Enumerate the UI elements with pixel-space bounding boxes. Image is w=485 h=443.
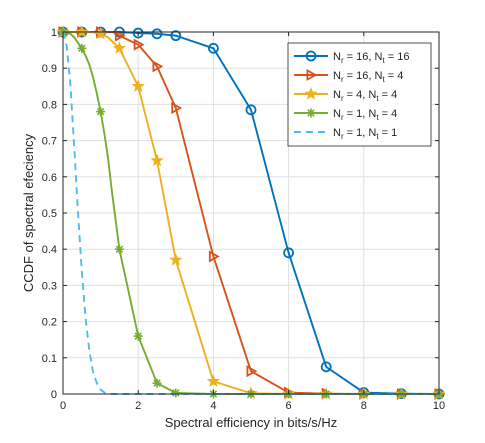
y-tick-label: 1 [51,27,57,39]
star-marker [169,253,183,266]
star-marker [131,79,145,92]
legend-label: Nr = 1, Nt = 1 [333,127,397,141]
legend-label: Nr = 16, Nt = 4 [333,70,403,84]
x-tick-label: 10 [433,400,445,412]
x-tick-label: 8 [361,400,367,412]
legend-label: Nr = 1, Nt = 4 [333,108,397,122]
circle-marker [207,42,219,54]
y-tick-label: 0.9 [42,63,57,75]
triangle-marker [246,365,258,378]
y-tick-label: 0.2 [42,317,57,329]
legend-item: Nr = 1, Nt = 1 [294,127,397,141]
triangle-marker [171,101,183,115]
y-tick-label: 0.1 [42,353,57,365]
legend-item: Nr = 16, Nt = 16 [294,50,409,65]
x-tick-label: 4 [210,400,216,412]
asterisk-marker [77,43,87,53]
circle-marker [320,361,332,373]
legend-item: Nr = 16, Nt = 4 [294,68,403,84]
y-tick-label: 0.8 [42,99,57,111]
triangle-marker [152,60,164,73]
legend-item: Nr = 4, Nt = 4 [294,87,397,103]
star-marker [206,374,221,387]
triangle-marker [306,68,318,82]
circle-marker [305,50,317,62]
star-marker [304,87,318,100]
asterisk-marker [171,388,181,398]
circle-marker [132,27,144,39]
triangle-marker [208,250,220,263]
y-tick-label: 0.3 [42,280,57,292]
y-tick-label: 0 [51,389,57,401]
circle-marker [170,30,182,42]
star-marker [112,41,127,54]
asterisk-marker [114,244,124,254]
x-axis-title: Spectral efficiency in bits/s/Hz [165,415,337,430]
y-tick-label: 0.6 [42,172,57,184]
legend-label: Nr = 4, Nt = 4 [333,89,397,103]
circle-marker [245,104,257,116]
axis-ticks: 0 2 4 6 8 10 0 0.1 0.2 0.3 0.4 0.5 0.6 0.7 0.8 0.9 1 [42,27,445,412]
legend-label: Nr = 16, Nt = 16 [333,51,409,65]
asterisk-marker [152,378,162,388]
star-marker [150,153,164,167]
circle-marker [283,247,295,259]
y-tick-label: 0.4 [42,244,57,256]
asterisk-marker [133,331,143,341]
y-tick-label: 0.7 [42,136,57,148]
x-tick-label: 2 [135,400,141,412]
circle-marker [151,28,163,40]
asterisk-marker [96,107,106,117]
star-marker [75,25,89,38]
x-tick-label: 0 [60,400,66,412]
triangle-marker [133,38,145,51]
legend-item: Nr = 1, Nt = 4 [294,108,397,122]
asterisk-marker [306,108,316,118]
legend: Nr = 16, Nt = 16 Nr = 16, Nt = 4 Nr = 4, N… [287,42,432,147]
y-axis-title: CCDF of spectral efeciency [21,133,36,292]
triangle-marker [114,29,126,42]
y-tick-label: 0.5 [42,208,57,220]
x-tick-label: 6 [286,400,292,412]
